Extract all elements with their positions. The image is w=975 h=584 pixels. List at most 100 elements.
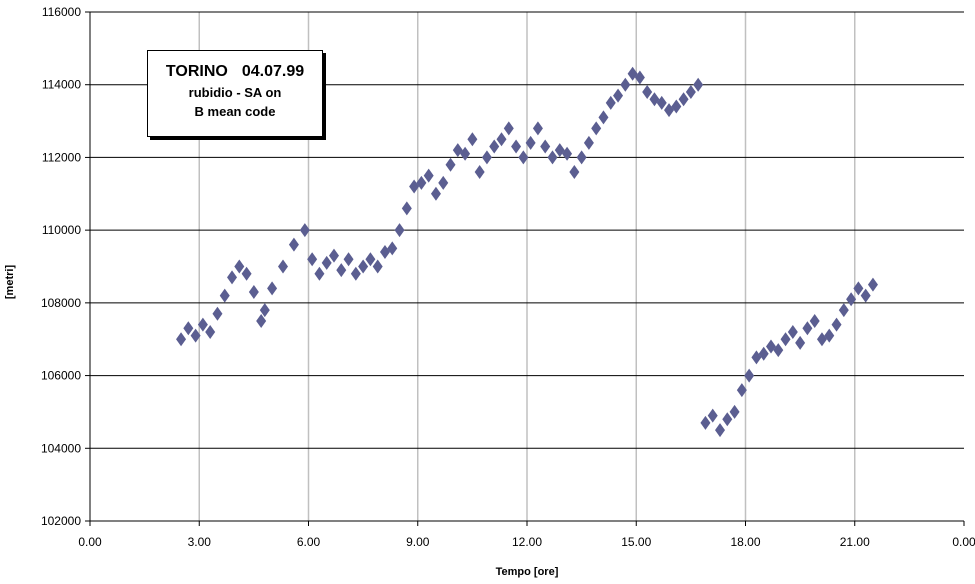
data-point	[656, 95, 667, 110]
data-point	[532, 121, 543, 136]
data-point	[722, 412, 733, 427]
y-tick-label: 108000	[41, 296, 81, 310]
x-tick-label: 3.00	[188, 535, 212, 549]
data-point	[430, 186, 441, 201]
y-tick-label: 102000	[41, 514, 81, 528]
data-points	[176, 66, 878, 438]
data-point	[256, 314, 267, 329]
y-tick-label: 106000	[41, 369, 81, 383]
data-point	[780, 332, 791, 347]
data-point	[481, 150, 492, 165]
data-point	[365, 252, 376, 267]
data-point	[802, 321, 813, 336]
data-point	[620, 77, 631, 92]
data-point	[401, 201, 412, 216]
data-point	[598, 110, 609, 125]
data-point	[605, 95, 616, 110]
data-point	[489, 139, 500, 154]
data-point	[416, 175, 427, 190]
data-point	[838, 303, 849, 318]
x-tick-label: 15.00	[621, 535, 651, 549]
data-point	[259, 303, 270, 318]
data-point	[591, 121, 602, 136]
x-tick-label: 0.00	[952, 535, 975, 549]
x-axis-title: Tempo [ore]	[496, 566, 559, 578]
data-point	[547, 150, 558, 165]
data-point	[438, 175, 449, 190]
y-tick-label: 112000	[42, 150, 81, 164]
data-point	[372, 259, 383, 274]
x-tick-label: 6.00	[297, 535, 321, 549]
data-point	[773, 343, 784, 358]
annotation-line-2: rubidio - SA on	[188, 85, 282, 100]
data-point	[729, 404, 740, 419]
data-point	[288, 237, 299, 252]
data-point	[460, 146, 471, 161]
y-axis-title: [metri]	[4, 265, 16, 300]
y-axis-ticks: 102000 104000 106000 108000 110000 112000 1140…	[41, 5, 90, 528]
annotation-date: 04.07.99	[241, 63, 305, 80]
x-axis-ticks: 0.00 3.00 6.00 9.00 12.00 15.00 18.00 21.00 0.00	[78, 521, 975, 549]
data-point	[176, 332, 187, 347]
data-point	[518, 150, 529, 165]
data-point	[328, 248, 339, 263]
annotation-title-line: TORINO 04.07.99	[148, 63, 322, 81]
data-point	[853, 281, 864, 296]
data-point	[496, 132, 507, 147]
data-point	[831, 317, 842, 332]
data-point	[736, 383, 747, 398]
data-point	[860, 288, 871, 303]
data-point	[715, 423, 726, 438]
data-point	[197, 317, 208, 332]
data-point	[795, 335, 806, 350]
x-tick-label: 18.00	[730, 535, 760, 549]
data-point	[634, 70, 645, 85]
data-point	[343, 252, 354, 267]
data-point	[299, 223, 310, 238]
data-point	[503, 121, 514, 136]
data-point	[576, 150, 587, 165]
data-point	[350, 266, 361, 281]
data-point	[642, 84, 653, 99]
data-point	[205, 324, 216, 339]
data-point	[183, 321, 194, 336]
data-point	[809, 314, 820, 329]
data-point	[540, 139, 551, 154]
data-point	[423, 168, 434, 183]
data-point	[336, 263, 347, 278]
data-point	[467, 132, 478, 147]
data-point	[219, 288, 230, 303]
data-point	[474, 164, 485, 179]
data-point	[278, 259, 289, 274]
data-point	[685, 84, 696, 99]
y-tick-label: 114000	[42, 78, 81, 92]
x-tick-label: 12.00	[512, 535, 542, 549]
data-point	[867, 277, 878, 292]
data-point	[234, 259, 245, 274]
data-point	[358, 259, 369, 274]
data-point	[307, 252, 318, 267]
data-point	[387, 241, 398, 256]
data-point	[227, 270, 238, 285]
data-point	[678, 92, 689, 107]
data-point	[707, 408, 718, 423]
data-point	[671, 99, 682, 114]
y-tick-label: 110000	[42, 223, 81, 237]
annotation-location: TORINO	[165, 63, 228, 80]
data-point	[321, 255, 332, 270]
data-point	[212, 306, 223, 321]
data-point	[824, 328, 835, 343]
annotation-line-3: B mean code	[194, 104, 276, 119]
data-point	[613, 88, 624, 103]
data-point	[525, 135, 536, 150]
data-point	[758, 346, 769, 361]
data-point	[394, 223, 405, 238]
x-tick-label: 9.00	[406, 535, 430, 549]
x-tick-label: 0.00	[78, 535, 102, 549]
data-point	[190, 328, 201, 343]
data-point	[314, 266, 325, 281]
x-tick-label: 21.00	[840, 535, 870, 549]
y-tick-label: 104000	[41, 441, 81, 455]
data-point	[248, 284, 259, 299]
